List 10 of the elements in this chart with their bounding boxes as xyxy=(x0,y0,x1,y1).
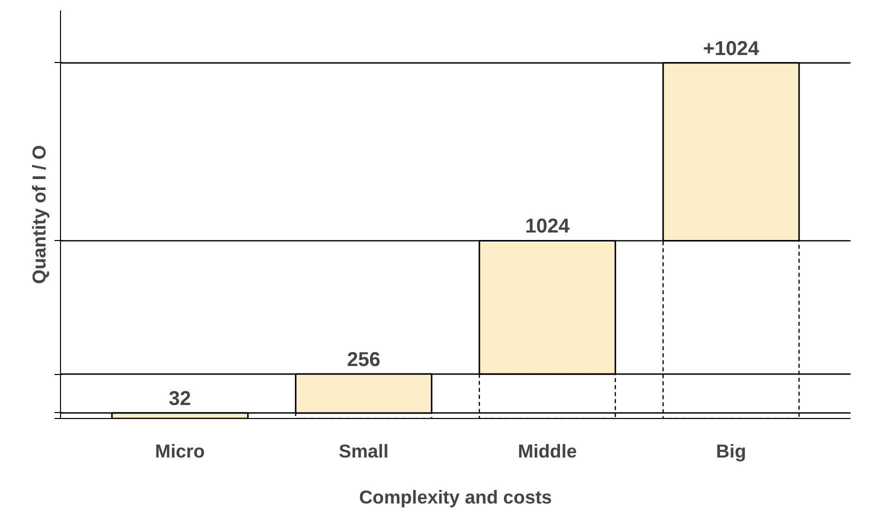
x-tick-label: Big xyxy=(716,440,746,462)
x-tick-label: Micro xyxy=(155,440,205,462)
x-tick-label: Small xyxy=(338,440,389,462)
total-label: 32 xyxy=(168,388,192,410)
data-label: +1024 xyxy=(702,38,760,60)
y-axis-title: Quantity of I / O xyxy=(28,145,50,284)
total-label: 1024 xyxy=(525,216,570,238)
x-tick-label: Middle xyxy=(518,440,577,462)
total-label: 256 xyxy=(346,349,380,372)
x-axis-title: Complexity and costs xyxy=(359,486,552,508)
